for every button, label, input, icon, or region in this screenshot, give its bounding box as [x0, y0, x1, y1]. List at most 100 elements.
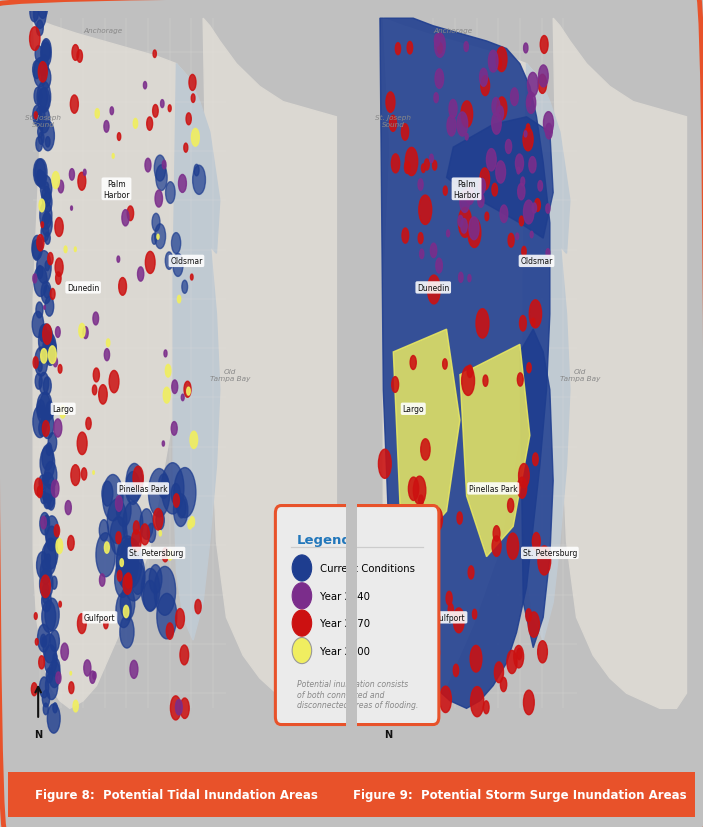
Circle shape: [519, 464, 529, 488]
Circle shape: [45, 297, 53, 317]
Circle shape: [46, 332, 51, 341]
Text: St. Joseph
Sound: St. Joseph Sound: [25, 115, 61, 128]
Circle shape: [41, 282, 51, 304]
Circle shape: [35, 638, 38, 645]
Circle shape: [50, 630, 60, 652]
Circle shape: [39, 656, 44, 669]
Circle shape: [496, 59, 501, 70]
Circle shape: [193, 166, 205, 195]
Circle shape: [117, 571, 122, 581]
Circle shape: [93, 313, 98, 326]
Circle shape: [61, 643, 68, 661]
Circle shape: [529, 93, 532, 101]
Circle shape: [30, 28, 40, 51]
Circle shape: [34, 1, 46, 30]
Circle shape: [468, 219, 481, 248]
Circle shape: [458, 216, 463, 227]
Circle shape: [492, 536, 501, 557]
Circle shape: [153, 51, 156, 59]
Circle shape: [527, 125, 530, 132]
Circle shape: [154, 566, 176, 615]
Circle shape: [292, 610, 311, 637]
Circle shape: [464, 42, 468, 52]
Circle shape: [434, 93, 439, 103]
Circle shape: [46, 668, 53, 683]
Circle shape: [143, 581, 157, 612]
Circle shape: [500, 206, 508, 223]
Circle shape: [36, 137, 42, 152]
Circle shape: [41, 41, 50, 61]
Circle shape: [41, 412, 53, 439]
Text: Oldsmar: Oldsmar: [170, 257, 202, 266]
Circle shape: [195, 600, 201, 614]
Circle shape: [505, 141, 512, 155]
Circle shape: [34, 160, 47, 188]
Circle shape: [37, 21, 44, 36]
Circle shape: [78, 173, 86, 191]
Circle shape: [424, 536, 435, 562]
Circle shape: [524, 44, 528, 54]
Circle shape: [546, 249, 550, 258]
Circle shape: [131, 530, 141, 552]
Circle shape: [104, 349, 110, 361]
Circle shape: [191, 129, 199, 147]
Circle shape: [194, 165, 199, 177]
Text: Year 2040: Year 2040: [320, 591, 370, 601]
Circle shape: [39, 88, 50, 112]
Circle shape: [116, 540, 138, 589]
Circle shape: [51, 576, 57, 590]
Circle shape: [189, 75, 196, 91]
Circle shape: [540, 36, 548, 55]
Circle shape: [177, 498, 186, 519]
Circle shape: [41, 349, 47, 364]
Circle shape: [154, 155, 166, 182]
Circle shape: [65, 501, 71, 515]
Circle shape: [84, 170, 86, 176]
Circle shape: [104, 619, 108, 629]
Circle shape: [449, 604, 453, 615]
Circle shape: [49, 347, 56, 364]
Circle shape: [41, 40, 51, 62]
Circle shape: [39, 329, 45, 342]
Circle shape: [37, 624, 50, 653]
Circle shape: [434, 34, 445, 58]
Circle shape: [425, 160, 430, 171]
Circle shape: [138, 267, 144, 282]
Circle shape: [51, 658, 60, 677]
Text: St. Petersburg: St. Petersburg: [129, 549, 183, 557]
Circle shape: [402, 229, 408, 244]
Circle shape: [126, 464, 143, 502]
Circle shape: [55, 218, 63, 237]
Circle shape: [162, 161, 166, 170]
Circle shape: [453, 664, 458, 676]
Circle shape: [37, 82, 51, 113]
Circle shape: [82, 468, 86, 480]
Circle shape: [527, 363, 531, 373]
Polygon shape: [523, 65, 570, 640]
Circle shape: [39, 88, 48, 109]
Circle shape: [70, 170, 75, 181]
Circle shape: [421, 165, 425, 174]
Circle shape: [47, 704, 60, 734]
Circle shape: [182, 281, 188, 294]
Circle shape: [103, 475, 123, 521]
Circle shape: [140, 509, 153, 540]
Circle shape: [538, 75, 547, 94]
Circle shape: [34, 59, 46, 88]
Circle shape: [44, 285, 50, 299]
Circle shape: [469, 218, 479, 241]
Circle shape: [403, 631, 412, 652]
Circle shape: [172, 380, 178, 394]
Circle shape: [45, 461, 57, 490]
Circle shape: [98, 385, 108, 404]
Circle shape: [38, 172, 46, 189]
Circle shape: [64, 246, 67, 253]
Circle shape: [524, 201, 534, 225]
Circle shape: [517, 477, 527, 499]
Circle shape: [527, 99, 531, 108]
Circle shape: [115, 562, 131, 598]
FancyBboxPatch shape: [0, 770, 703, 820]
Text: Oldsmar: Oldsmar: [520, 257, 553, 266]
Circle shape: [465, 134, 468, 141]
Circle shape: [489, 51, 498, 73]
